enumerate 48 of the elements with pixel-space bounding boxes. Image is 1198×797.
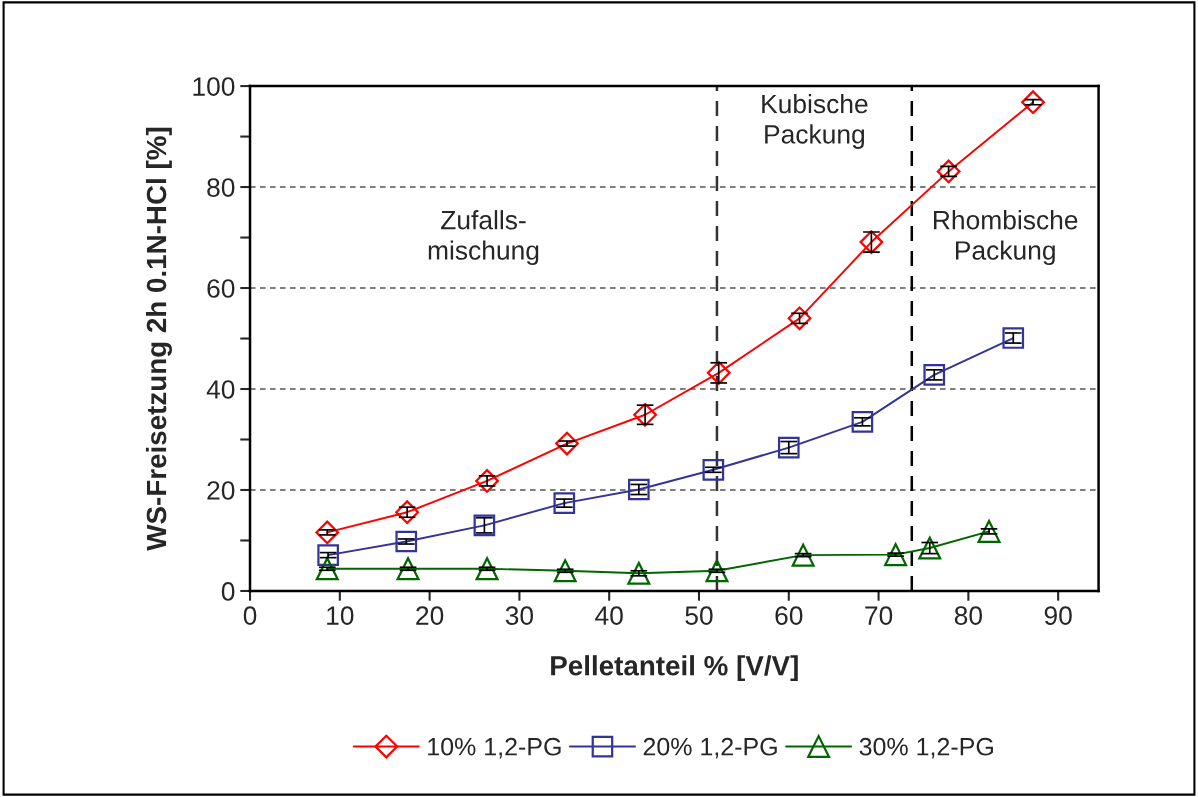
point bbox=[705, 559, 729, 583]
point bbox=[918, 536, 942, 560]
point bbox=[553, 559, 577, 583]
point bbox=[1021, 90, 1045, 115]
point bbox=[475, 468, 499, 493]
point bbox=[977, 519, 1001, 543]
legend-label: 20% 1,2-PG bbox=[643, 737, 777, 759]
annotation: Rhombische Packung bbox=[934, 210, 1078, 266]
point bbox=[702, 458, 725, 481]
legend-label: 10% 1,2-PG bbox=[428, 737, 561, 759]
x-tick-label: 10 bbox=[327, 606, 354, 625]
x-tick-label: 70 bbox=[865, 606, 893, 625]
point bbox=[791, 543, 815, 567]
point bbox=[627, 561, 651, 585]
y-tick-label: 20 bbox=[207, 481, 235, 500]
y-tick-label: 80 bbox=[207, 178, 235, 197]
point bbox=[936, 159, 961, 184]
y-tick-label: 60 bbox=[207, 279, 235, 298]
point bbox=[627, 478, 650, 501]
x-tick-label: 90 bbox=[1044, 606, 1072, 625]
x-tick-label: 40 bbox=[595, 606, 623, 625]
y-tick-label: 40 bbox=[206, 380, 235, 399]
y-axis-title: WS-Freisetzung 2h 0.1N-HCl [%] bbox=[145, 127, 172, 551]
point bbox=[851, 411, 874, 433]
point bbox=[884, 543, 908, 567]
point bbox=[553, 492, 576, 514]
legend-label: 30% 1,2-PG bbox=[859, 737, 993, 759]
y-tick-label: 0 bbox=[221, 582, 235, 601]
point bbox=[395, 500, 420, 525]
annotation: Zufalls- mischung bbox=[428, 210, 539, 266]
point bbox=[555, 431, 579, 456]
x-tick-label: 30 bbox=[505, 606, 534, 625]
x-tick-label: 0 bbox=[243, 606, 257, 625]
x-tick-label: 80 bbox=[954, 606, 983, 625]
annotation: Kubische Packung bbox=[762, 93, 868, 149]
point bbox=[315, 520, 340, 545]
point bbox=[1002, 327, 1025, 349]
y-tick-label: 100 bbox=[193, 77, 235, 96]
x-tick-label: 60 bbox=[775, 606, 803, 625]
point bbox=[395, 530, 418, 553]
x-tick-label: 50 bbox=[685, 606, 713, 625]
point bbox=[923, 364, 946, 386]
x-tick-label: 20 bbox=[416, 606, 444, 625]
point bbox=[475, 557, 499, 581]
x-axis-title: Pelletanteil % [V/V] bbox=[551, 655, 798, 682]
point bbox=[787, 306, 812, 331]
point bbox=[315, 557, 339, 581]
point bbox=[396, 557, 420, 581]
